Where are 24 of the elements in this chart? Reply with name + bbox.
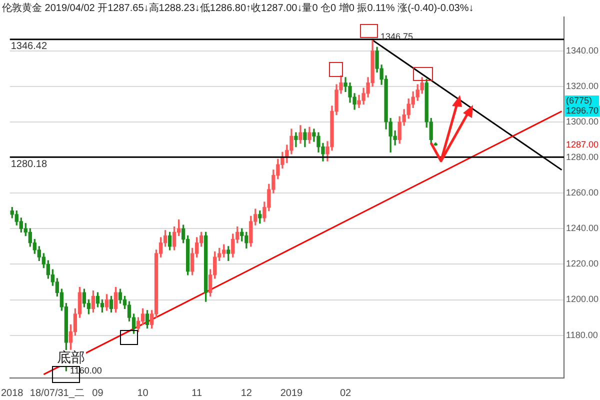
x-tick-label: 2018: [1, 388, 24, 399]
ref-line-label: 1346.42: [10, 41, 48, 52]
x-tick-label: 18/07/31_二: [30, 388, 84, 399]
x-tick-label: 09: [92, 388, 104, 399]
y-tick-label: 1320.00: [566, 80, 599, 91]
y-tick-label: 1220.00: [566, 258, 599, 269]
x-tick-label: 12: [240, 388, 252, 399]
y-tick-label: 1300.00: [566, 116, 599, 126]
y-tick-label: 1340.00: [566, 45, 599, 56]
y-tick-label: 1280.00: [566, 152, 599, 162]
ref-line-label: 1280.18: [10, 158, 48, 170]
text: (6775): [566, 95, 592, 106]
x-tick-label: 02: [340, 388, 352, 399]
text: 1296.70: [566, 105, 599, 116]
text: 1287.00: [566, 140, 599, 150]
y-tick-label: 1200.00: [566, 294, 599, 304]
annotation: 底部: [57, 348, 85, 365]
y-tick-label: 1240.00: [566, 223, 599, 234]
y-tick-label: 1260.00: [566, 188, 599, 198]
x-tick-label: 11: [192, 388, 202, 399]
chart-title: 伦敦黄金 2019/04/02 开1287.65↓高1288.23↓低1286.80↑收1287.00↓量0 仓0 增0 振0.11% 涨(-0.40)-0.03%↓: [2, 2, 474, 14]
x-tick-label: 2019: [280, 388, 303, 399]
y-tick-label: 1180.00: [566, 330, 598, 340]
x-tick-label: 10: [137, 388, 149, 399]
